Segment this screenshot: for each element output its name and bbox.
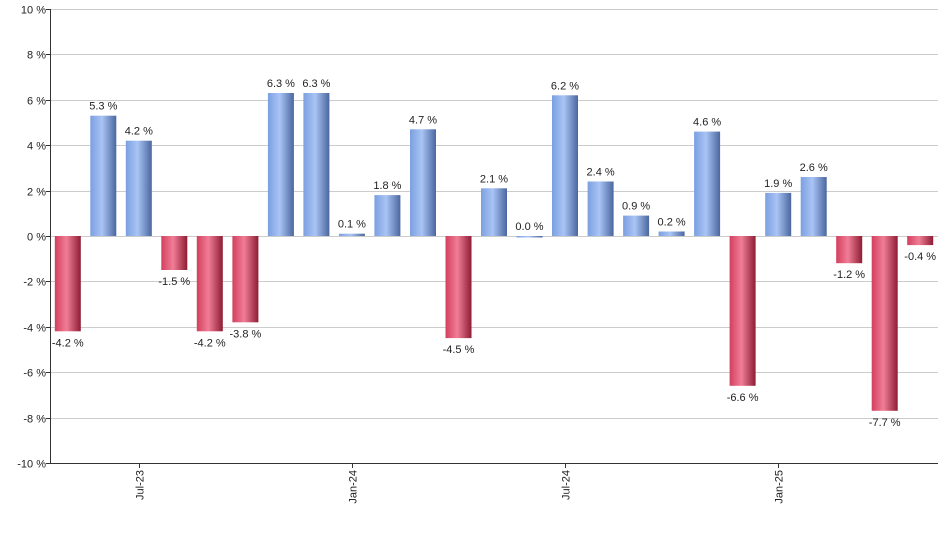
bar-negative [54,236,81,332]
bar-positive [303,93,330,236]
bar-positive [90,115,117,236]
bar-positive [516,236,543,238]
bar-value-label: 1.8 % [373,180,401,192]
bar-value-label: 2.6 % [800,162,828,174]
bar-value-label: -0.4 % [904,251,936,263]
x-tick-label: Jan-25 [774,470,786,504]
bar-positive [125,140,152,236]
bar-negative [729,236,756,386]
bar-positive [694,131,721,236]
bar-negative [907,236,934,246]
x-tick-label: Jul-23 [135,470,147,500]
bar-value-label: 6.3 % [302,78,330,90]
bar-value-label: 4.7 % [409,114,437,126]
bar-positive [623,215,650,236]
y-tick-label: 8 % [27,50,46,62]
y-tick-label: -10 % [17,459,46,471]
y-tick-label: 6 % [27,96,46,108]
bar-value-label: -1.2 % [833,269,865,281]
bar-value-label: 4.2 % [125,126,153,138]
y-tick-label: -2 % [23,277,46,289]
axes [50,9,938,464]
y-tick-label: -4 % [23,323,46,335]
bar-value-label: 4.6 % [693,117,721,129]
bar-positive [658,231,685,236]
bar-positive [374,195,401,236]
bar-value-labels: -4.2 % 5.3 % 4.2 % -1.5 % -4.2 % -3.8 % 6.3 % 6… [52,78,936,429]
bar-positive [481,188,507,236]
bar-value-label: -1.5 % [158,276,190,288]
y-tick-label: 10 % [21,5,46,17]
y-axis-ticks: -10 % -8 % -6 % -4 % -2 % 0 % 2 % 4 % 6 % 8 % 10 % [17,5,50,471]
bar-positive [587,181,614,236]
bar-value-label: 5.3 % [89,101,117,113]
bar-value-label: -4.2 % [194,337,226,349]
bar-positive [552,95,578,236]
bar-positive [765,192,792,236]
bar-value-label: -3.8 % [230,328,262,340]
bar-negative [836,236,863,264]
bar-value-label: 0.2 % [658,217,686,229]
bars [54,93,934,411]
bar-value-label: 2.1 % [480,173,508,185]
bar-positive [800,177,827,236]
bar-value-label: 0.1 % [338,219,366,231]
bar-value-label: -6.6 % [727,392,759,404]
y-tick-label: 0 % [27,232,46,244]
bar-negative [871,236,898,411]
y-tick-label: -8 % [23,414,46,426]
bar-negative [161,236,188,270]
bar-value-label: 1.9 % [764,178,792,190]
bar-positive [338,233,365,236]
x-axis-ticks: Jul-23 Jan-24 Jul-24 Jan-25 [135,463,786,504]
bar-value-label: -7.7 % [869,417,901,429]
bar-value-label: 6.2 % [551,80,579,92]
bar-value-label: 2.4 % [587,167,615,179]
bar-positive [410,129,436,236]
bar-value-label: -4.2 % [52,337,84,349]
bar-negative [232,236,259,323]
y-tick-label: 4 % [27,141,46,153]
y-tick-label: 2 % [27,187,46,199]
x-tick-label: Jul-24 [561,470,573,500]
y-tick-label: -6 % [23,368,46,380]
x-tick-label: Jan-24 [348,470,360,504]
bar-value-label: -4.5 % [443,344,475,356]
bar-value-label: 0.0 % [515,221,543,233]
bar-negative [445,236,472,339]
bar-negative [196,236,223,332]
bar-value-label: 0.9 % [622,201,650,213]
bar-value-label: 6.3 % [267,78,295,90]
bar-positive [267,93,294,236]
